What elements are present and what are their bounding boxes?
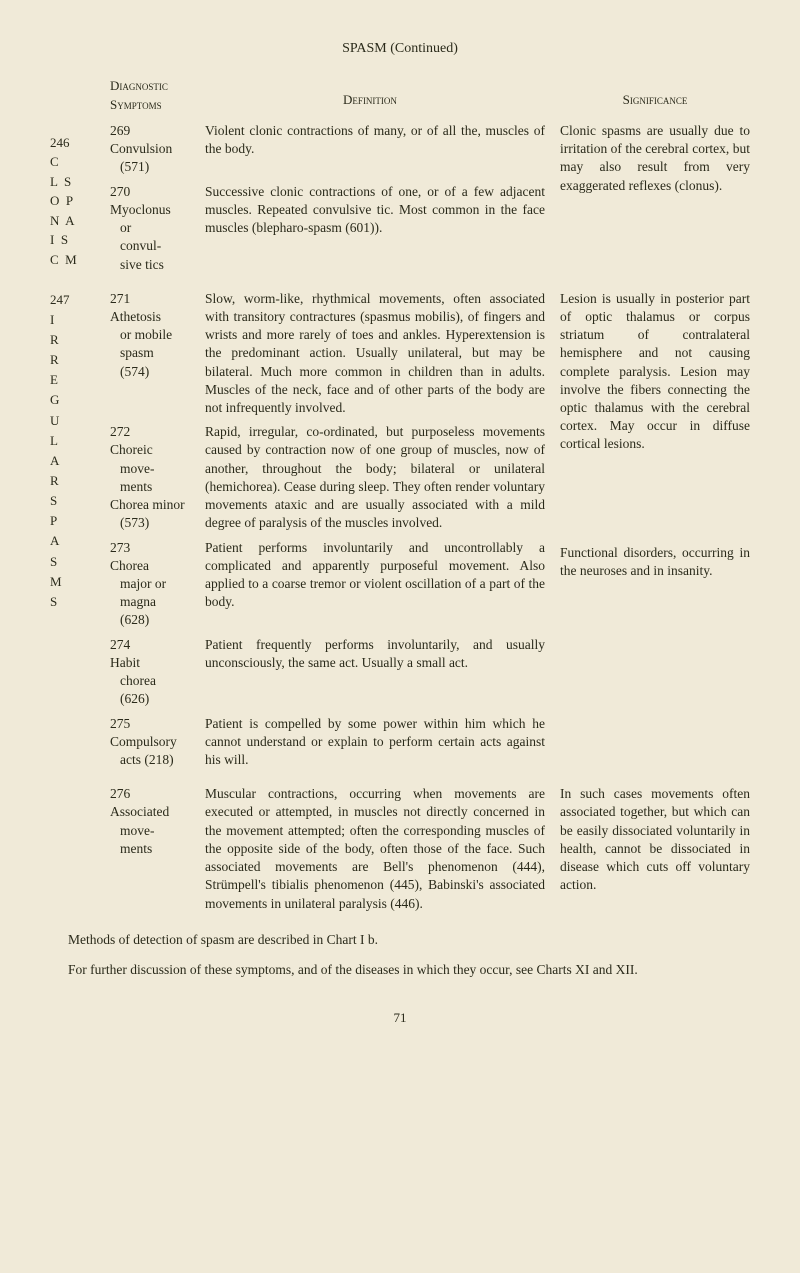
entry-num: 273 — [110, 540, 130, 555]
entry-name: Associated — [110, 804, 169, 819]
entry-num: 269 — [110, 123, 130, 138]
entry-name: Athetosis — [110, 309, 161, 324]
header-diagnostic: Diagnostic — [110, 77, 205, 95]
entry-sub: ments — [110, 841, 152, 856]
entry-269: 269 Convulsion (571) Violent clonic cont… — [110, 122, 560, 177]
entry-def: Slow, worm-like, rhythmical movements, o… — [205, 290, 560, 418]
entry-sub: spasm — [110, 345, 154, 360]
entry-name: Chorea — [110, 558, 149, 573]
entry-def: Patient is compelled by some power withi… — [205, 715, 560, 770]
entry-num: 276 — [110, 786, 130, 801]
entry-def: Rapid, irregular, co-ordinated, but purp… — [205, 423, 560, 532]
entry-name: Compulsory — [110, 734, 177, 749]
entry-num: 270 — [110, 184, 130, 199]
significance-2: Lesion is usually in posterior part of o… — [560, 290, 750, 775]
entry-name: Myoclonus — [110, 202, 171, 217]
page-title: SPASM (Continued) — [50, 40, 750, 59]
code-column-3 — [50, 785, 110, 919]
entry-sub: (573) — [110, 515, 149, 530]
header-symptoms: Symptoms — [110, 96, 205, 114]
entry-name: Habit — [110, 655, 140, 670]
entry-sub: or — [110, 220, 131, 235]
entry-name: Convulsion — [110, 141, 172, 156]
entry-275: 275 Compulsory acts (218) Patient is com… — [110, 715, 560, 770]
significance-3: In such cases movements often associated… — [560, 785, 750, 919]
block-associated: 276 Associated move- ments Muscular cont… — [50, 785, 750, 919]
entry-sub: (628) — [110, 612, 149, 627]
footer-line-2: For further discussion of these symptoms… — [50, 961, 750, 979]
entry-def: Patient performs involuntarily and uncon… — [205, 539, 560, 630]
code-column-2: 247 I R R E G U L A R S P A S M S — [50, 290, 110, 775]
column-headers: Diagnostic Symptoms Definition Significa… — [50, 77, 750, 114]
block-irregular: 247 I R R E G U L A R S P A S M S 271 At… — [50, 290, 750, 775]
header-definition: Definition — [205, 91, 535, 109]
entry-sub: Chorea minor — [110, 497, 185, 512]
entry-sub: chorea — [110, 673, 156, 688]
entry-name: Choreic — [110, 442, 153, 457]
entry-sub: move- — [110, 823, 155, 838]
entry-num: 275 — [110, 716, 130, 731]
entry-num: 271 — [110, 291, 130, 306]
block-clonic: 246 C L S O P N A I S C M 269 Convulsion… — [50, 122, 750, 280]
entry-sub: magna — [110, 594, 156, 609]
entry-num: 272 — [110, 424, 130, 439]
entry-sub: or mobile — [110, 327, 172, 342]
entry-def: Successive clonic contractions of one, o… — [205, 183, 560, 274]
entry-num: 274 — [110, 637, 130, 652]
entry-273: 273 Chorea major or magna (628) Patient … — [110, 539, 560, 630]
entry-def: Muscular contractions, occurring when mo… — [205, 785, 560, 913]
entry-sub: major or — [110, 576, 166, 591]
entry-sub: convul- — [110, 238, 161, 253]
entry-sub: (626) — [110, 691, 149, 706]
entry-274: 274 Habit chorea (626) Patient frequentl… — [110, 636, 560, 709]
entry-def: Violent clonic contractions of many, or … — [205, 122, 560, 177]
entry-272: 272 Choreic move- ments Chorea minor (57… — [110, 423, 560, 532]
entry-sub: acts (218) — [110, 752, 174, 767]
header-significance: Significance — [560, 91, 750, 109]
entry-sub: ments — [110, 479, 152, 494]
entry-sub: move- — [110, 461, 155, 476]
entry-271: 271 Athetosis or mobile spasm (574) Slow… — [110, 290, 560, 418]
entry-def: Patient frequently performs involuntaril… — [205, 636, 560, 709]
entry-sub: (571) — [110, 159, 149, 174]
entry-270: 270 Myoclonus or convul- sive tics Succe… — [110, 183, 560, 274]
code-column-1: 246 C L S O P N A I S C M — [50, 122, 110, 280]
footer-line-1: Methods of detection of spasm are descri… — [50, 931, 750, 949]
page-number: 71 — [50, 1009, 750, 1027]
significance-1: Clonic spasms are usually due to irritat… — [560, 122, 750, 280]
entry-sub: sive tics — [110, 257, 164, 272]
entry-sub: (574) — [110, 364, 149, 379]
entry-276: 276 Associated move- ments Muscular cont… — [110, 785, 560, 913]
